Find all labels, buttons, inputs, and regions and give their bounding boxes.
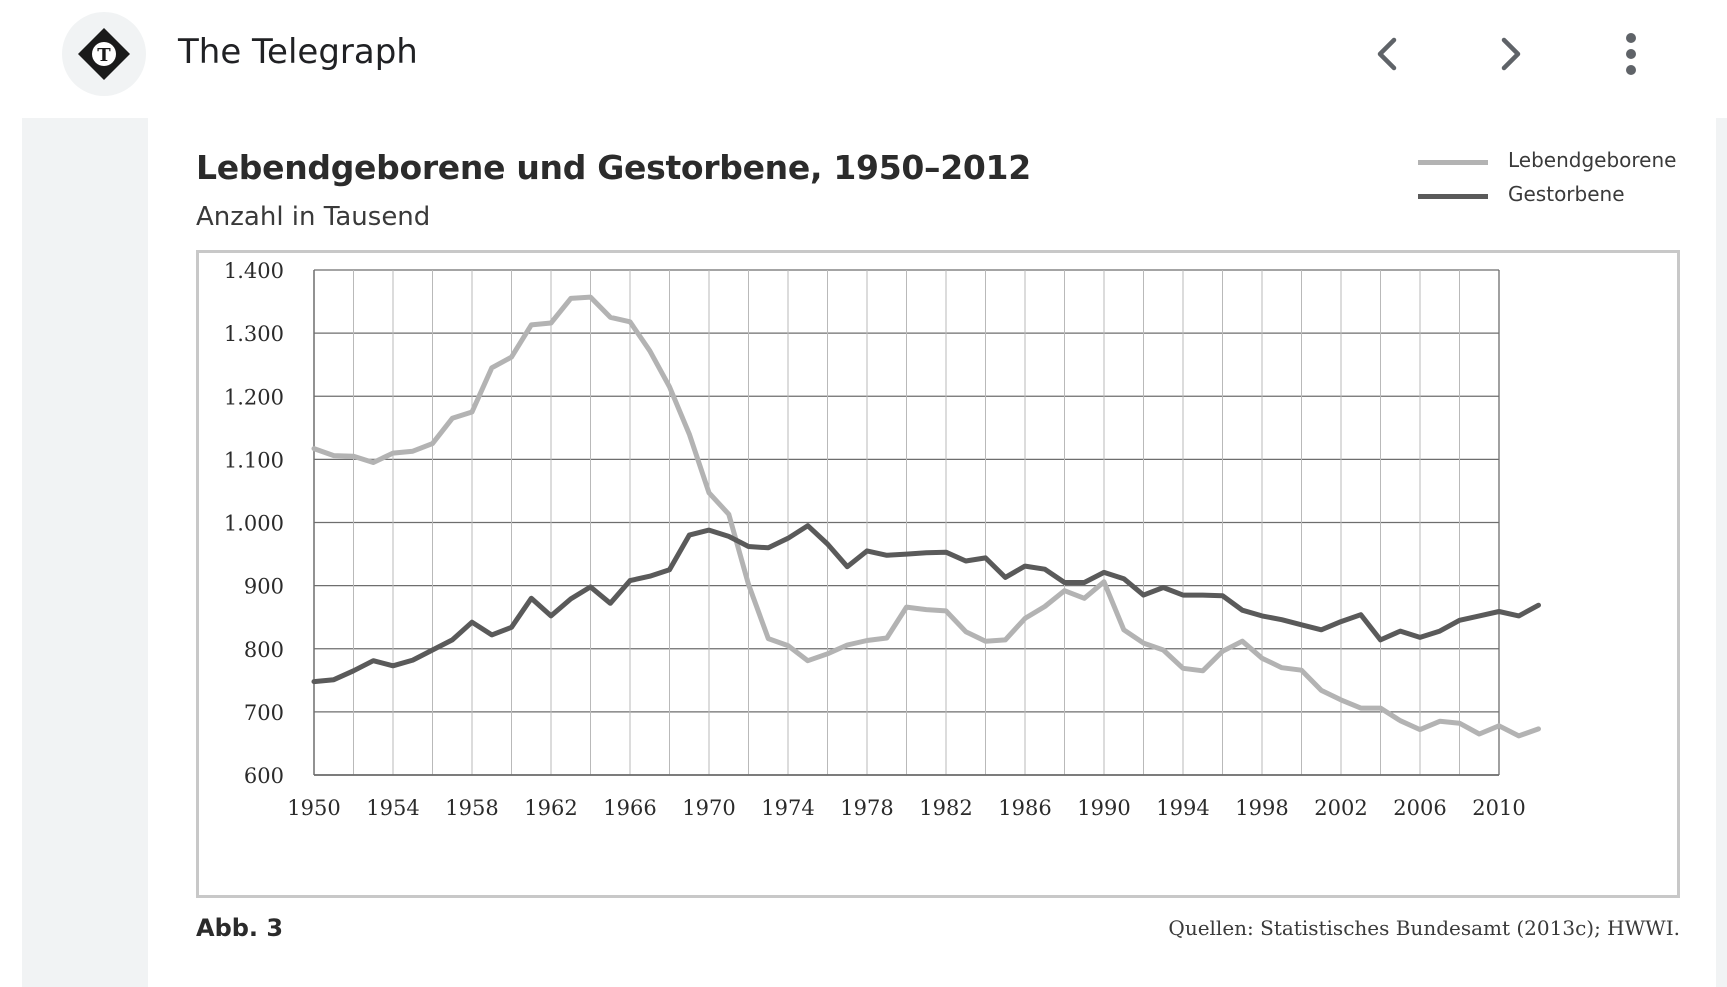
x-tick-label: 1978 bbox=[840, 796, 893, 820]
line-chart: 600 700 800 900 1.000 1.100 1.200 1.300 1.400 195… bbox=[224, 259, 1541, 820]
x-tick-label: 1990 bbox=[1077, 796, 1130, 820]
chart-legend: Lebendgeborene Gestorbene bbox=[1418, 146, 1688, 214]
x-tick-label: 1982 bbox=[919, 796, 972, 820]
chart-title: Lebendgeborene und Gestorbene, 1950–2012 bbox=[196, 148, 1031, 187]
top-bar: T The Telegraph bbox=[0, 0, 1727, 110]
image-frame-left bbox=[22, 118, 148, 987]
x-tick-label: 2010 bbox=[1472, 796, 1525, 820]
x-tick-label: 1958 bbox=[445, 796, 498, 820]
series-line-gestorbene bbox=[311, 523, 1541, 685]
chart-subtitle: Anzahl in Tausend bbox=[196, 202, 431, 232]
x-tick-label: 1962 bbox=[524, 796, 577, 820]
legend-label-lebendgeborene: Lebendgeborene bbox=[1508, 148, 1677, 172]
legend-item-lebendgeborene: Lebendgeborene bbox=[1418, 146, 1688, 180]
y-tick-label: 1.300 bbox=[224, 322, 284, 346]
x-tick-label: 1986 bbox=[998, 796, 1051, 820]
y-tick-label: 900 bbox=[244, 575, 284, 599]
back-button[interactable] bbox=[1354, 20, 1422, 88]
x-tick-label: 1974 bbox=[761, 796, 814, 820]
x-tick-label: 1950 bbox=[287, 796, 340, 820]
y-tick-label: 700 bbox=[244, 701, 284, 725]
site-title: The Telegraph bbox=[178, 32, 418, 72]
forward-button[interactable] bbox=[1476, 20, 1544, 88]
y-tick-label: 1.100 bbox=[224, 448, 284, 472]
y-tick-label: 800 bbox=[244, 638, 284, 662]
legend-label-gestorbene: Gestorbene bbox=[1508, 182, 1625, 206]
series-line-lebendgeborene bbox=[311, 294, 1541, 739]
chevron-left-icon bbox=[1377, 37, 1397, 71]
x-tick-label: 1970 bbox=[682, 796, 735, 820]
telegraph-logo-icon[interactable]: T bbox=[62, 12, 146, 96]
x-tick-label: 1966 bbox=[603, 796, 656, 820]
chart-figure[interactable]: Lebendgeborene und Gestorbene, 1950–2012… bbox=[148, 118, 1716, 987]
x-tick-label: 1998 bbox=[1235, 796, 1288, 820]
chevron-right-icon bbox=[1501, 37, 1521, 71]
legend-item-gestorbene: Gestorbene bbox=[1418, 180, 1688, 214]
x-tick-label: 2002 bbox=[1314, 796, 1367, 820]
legend-swatch-gestorbene bbox=[1418, 194, 1488, 199]
figure-label: Abb. 3 bbox=[196, 914, 284, 942]
more-vert-icon bbox=[1626, 33, 1636, 75]
y-tick-label: 1.200 bbox=[224, 385, 284, 409]
y-tick-label: 600 bbox=[244, 764, 284, 788]
chart-plot-box: 600 700 800 900 1.000 1.100 1.200 1.300 1.400 195… bbox=[196, 250, 1680, 898]
x-tick-label: 1954 bbox=[366, 796, 419, 820]
y-tick-label: 1.400 bbox=[224, 259, 284, 283]
x-tick-label: 1994 bbox=[1156, 796, 1209, 820]
more-options-button[interactable] bbox=[1597, 20, 1665, 88]
figure-source: Quellen: Statistisches Bundesamt (2013c)… bbox=[1168, 916, 1680, 940]
x-tick-label: 2006 bbox=[1393, 796, 1446, 820]
image-frame-right bbox=[1716, 118, 1727, 987]
legend-swatch-lebendgeborene bbox=[1418, 160, 1488, 165]
svg-text:T: T bbox=[97, 45, 111, 66]
y-tick-label: 1.000 bbox=[224, 512, 284, 536]
